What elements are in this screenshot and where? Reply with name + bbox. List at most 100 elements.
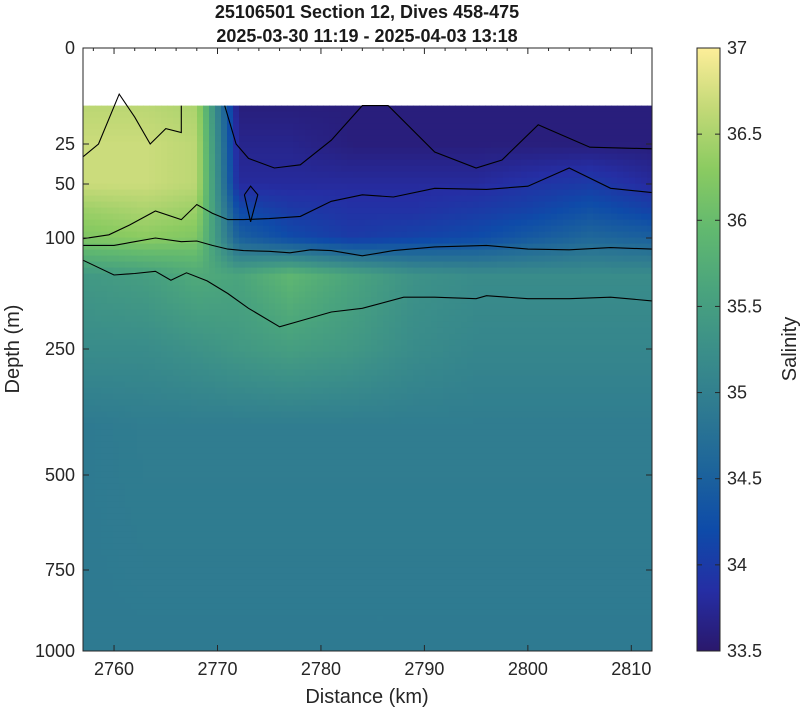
field-cell — [593, 285, 600, 293]
field-cell — [419, 249, 426, 257]
field-cell — [275, 273, 282, 281]
field-cell — [419, 129, 426, 137]
field-cell — [377, 123, 384, 131]
field-cell — [623, 345, 630, 353]
field-cell — [167, 207, 174, 215]
field-cell — [101, 147, 108, 155]
field-cell — [527, 105, 534, 113]
field-cell — [377, 297, 384, 305]
field-cell — [221, 201, 228, 209]
field-cell — [539, 411, 546, 419]
field-cell — [83, 117, 90, 125]
field-cell — [359, 327, 366, 335]
field-cell — [419, 291, 426, 299]
field-cell — [545, 369, 552, 377]
field-cell — [635, 141, 642, 149]
field-cell — [497, 399, 504, 407]
field-cell — [167, 177, 174, 185]
field-cell — [215, 213, 222, 221]
field-cell — [89, 345, 96, 353]
field-cell — [407, 309, 414, 317]
field-cell — [635, 309, 642, 317]
field-cell — [143, 111, 150, 119]
field-cell — [107, 123, 114, 131]
field-cell — [377, 285, 384, 293]
field-cell — [407, 363, 414, 371]
field-cell — [395, 123, 402, 131]
field-cell — [425, 399, 432, 407]
field-cell — [101, 123, 108, 131]
field-cell — [287, 303, 294, 311]
field-cell — [329, 183, 336, 191]
field-cell — [95, 201, 102, 209]
field-cell — [611, 207, 618, 215]
field-cell — [401, 147, 408, 155]
field-cell — [203, 279, 210, 287]
field-cell — [419, 147, 426, 155]
field-cell — [413, 333, 420, 341]
field-cell — [167, 363, 174, 371]
field-cell — [227, 303, 234, 311]
field-cell — [527, 369, 534, 377]
field-cell — [269, 399, 276, 407]
field-cell — [431, 351, 438, 359]
field-cell — [347, 303, 354, 311]
field-cell — [431, 381, 438, 389]
field-cell — [491, 249, 498, 257]
field-cell — [407, 117, 414, 125]
field-cell — [581, 273, 588, 281]
field-cell — [527, 309, 534, 317]
field-cell — [599, 159, 606, 167]
field-cell — [101, 243, 108, 251]
field-cell — [113, 111, 120, 119]
field-cell — [227, 297, 234, 305]
field-cell — [203, 153, 210, 161]
field-cell — [623, 189, 630, 197]
field-cell — [623, 339, 630, 347]
field-cell — [461, 165, 468, 173]
field-cell — [407, 135, 414, 143]
field-cell — [581, 177, 588, 185]
field-cell — [641, 297, 648, 305]
field-cell — [443, 135, 450, 143]
field-cell — [113, 309, 120, 317]
field-cell — [449, 135, 456, 143]
field-cell — [233, 237, 240, 245]
field-cell — [263, 237, 270, 245]
field-cell — [209, 195, 216, 203]
field-cell — [155, 363, 162, 371]
field-cell — [239, 363, 246, 371]
field-cell — [515, 315, 522, 323]
field-cell — [485, 327, 492, 335]
field-cell — [305, 267, 312, 275]
field-cell — [131, 129, 138, 137]
field-cell — [341, 321, 348, 329]
field-cell — [431, 255, 438, 263]
field-cell — [149, 249, 156, 257]
field-cell — [569, 219, 576, 227]
field-cell — [443, 279, 450, 287]
field-cell — [101, 213, 108, 221]
field-cell — [545, 333, 552, 341]
field-cell — [503, 255, 510, 263]
field-cell — [275, 231, 282, 239]
field-cell — [143, 117, 150, 125]
field-cell — [293, 381, 300, 389]
field-cell — [395, 207, 402, 215]
field-cell — [215, 129, 222, 137]
field-cell — [239, 261, 246, 269]
field-cell — [197, 159, 204, 167]
field-cell — [257, 243, 264, 251]
field-cell — [581, 393, 588, 401]
field-cell — [209, 267, 216, 275]
field-cell — [173, 345, 180, 353]
field-cell — [215, 273, 222, 281]
field-cell — [455, 273, 462, 281]
field-cell — [455, 159, 462, 167]
field-cell — [233, 375, 240, 383]
field-cell — [137, 249, 144, 257]
field-cell — [119, 339, 126, 347]
field-cell — [359, 201, 366, 209]
field-cell — [407, 339, 414, 347]
field-cell — [269, 381, 276, 389]
